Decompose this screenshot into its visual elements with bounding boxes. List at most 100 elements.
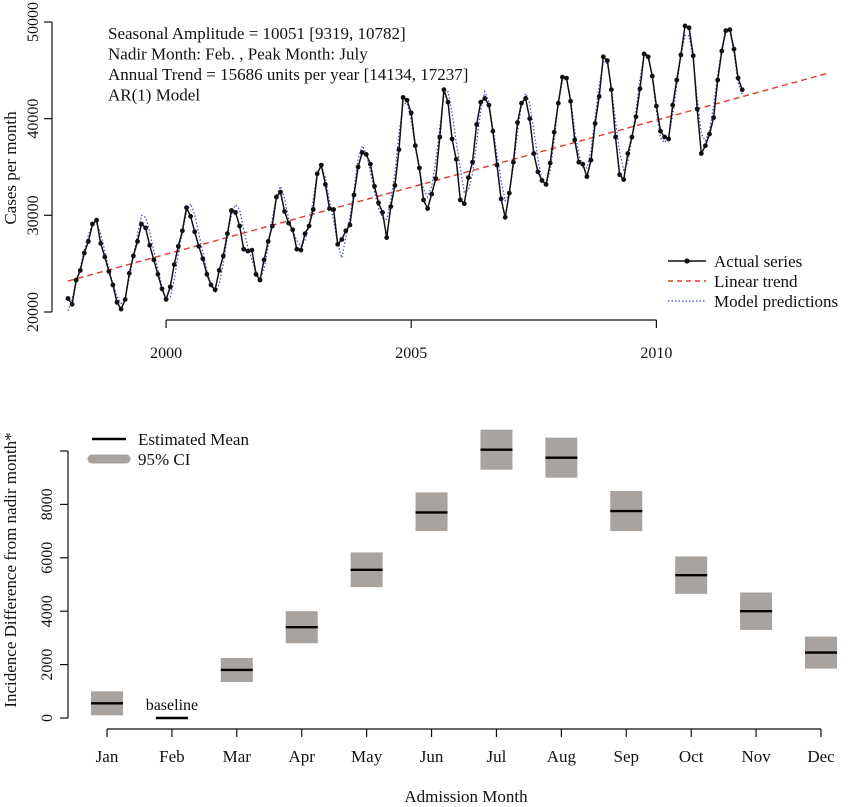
actual-series-point: [682, 23, 688, 29]
actual-series-point: [388, 204, 394, 210]
actual-series-point: [543, 182, 549, 187]
actual-series-point: [90, 221, 95, 227]
top-x-axis: 2000 2005 2010: [150, 319, 672, 362]
actual-series-point: [212, 287, 218, 293]
actual-series-point: [184, 205, 189, 211]
actual-series-point: [433, 176, 439, 182]
actual-series-point: [155, 271, 161, 277]
actual-series-point: [523, 96, 528, 101]
actual-series-point: [674, 77, 680, 83]
actual-series-point: [363, 152, 369, 157]
actual-series-point: [114, 299, 120, 305]
actual-series-point: [204, 271, 210, 277]
actual-series-point: [527, 116, 533, 122]
actual-series-point: [249, 247, 255, 253]
actual-series-point: [645, 54, 651, 60]
actual-series-point: [568, 98, 573, 104]
x-tick-label-sep: Sep: [614, 747, 640, 766]
actual-series-point: [294, 246, 300, 252]
actual-series-point: [498, 196, 504, 202]
actual-series-point: [666, 136, 671, 142]
bottom-x-axis-label: Admission Month: [404, 787, 528, 806]
actual-series-point: [490, 128, 496, 134]
actual-series-point: [163, 297, 169, 302]
actual-series-point: [629, 134, 635, 140]
actual-series-point: [588, 157, 594, 163]
actual-series-point: [731, 46, 737, 52]
actual-series-point: [98, 241, 104, 246]
actual-series-point: [633, 114, 639, 120]
actual-series-point: [592, 121, 598, 126]
actual-series-point: [339, 237, 345, 242]
x-tick-label-may: May: [351, 747, 383, 766]
actual-series-point: [314, 171, 320, 177]
actual-series-point: [735, 75, 741, 81]
y-tick-label: 50000: [25, 2, 42, 42]
linear-trend-line: [67, 72, 829, 282]
actual-series-point: [253, 271, 259, 277]
actual-series-point: [564, 75, 569, 81]
actual-series-point: [180, 228, 185, 234]
actual-series-point: [122, 297, 128, 302]
x-tick-label-aug: Aug: [547, 747, 577, 766]
x-tick-label-jan: Jan: [96, 747, 119, 766]
actual-series-point: [175, 243, 181, 249]
actual-series-point: [649, 73, 655, 79]
bottom-y-axis-label: Incidence Difference from nadir month*: [1, 432, 20, 707]
actual-series-point: [617, 172, 622, 178]
actual-series-point: [551, 129, 557, 135]
actual-series-point: [278, 189, 283, 195]
actual-series-point: [457, 197, 463, 203]
actual-series-point: [380, 210, 385, 215]
actual-series-point: [425, 206, 430, 212]
x-tick-label-nov: Nov: [741, 747, 771, 766]
legend-label: Actual series: [714, 252, 802, 271]
actual-series-point: [408, 110, 414, 116]
actual-series-point: [135, 239, 140, 244]
actual-series-point: [110, 282, 116, 288]
actual-series-point: [151, 257, 157, 263]
actual-series-point: [245, 248, 251, 254]
actual-series-point: [241, 246, 247, 252]
top-series: [65, 23, 829, 312]
actual-series-point: [200, 256, 206, 262]
actual-series-point: [384, 235, 390, 241]
actual-series-point: [286, 220, 291, 226]
actual-series-point: [220, 253, 226, 259]
actual-series-point: [506, 190, 512, 196]
actual-series-point: [290, 227, 296, 233]
actual-series-point: [698, 151, 704, 156]
actual-series-point: [445, 99, 451, 105]
actual-series-point: [77, 268, 83, 273]
top-y-axis: 20000 30000 40000 50000: [25, 2, 53, 332]
actual-series-point: [73, 277, 79, 283]
actual-series-point: [555, 100, 561, 106]
actual-series-point: [421, 197, 426, 203]
actual-series-point: [596, 94, 602, 99]
actual-series-point: [192, 229, 198, 235]
actual-series-point: [535, 169, 541, 175]
actual-series-point: [216, 268, 222, 273]
actual-series-point: [139, 221, 144, 227]
actual-series-point: [318, 162, 324, 168]
annotation-line-2: Nadir Month: Feb. , Peak Month: July: [108, 45, 368, 64]
y-tick-label: 30000: [25, 195, 42, 235]
actual-series-point: [392, 183, 398, 188]
actual-series-point: [359, 150, 365, 155]
actual-series-point: [208, 282, 214, 288]
actual-series-point: [739, 87, 745, 93]
baseline-label: baseline: [146, 697, 198, 714]
annotation-line-1: Seasonal Amplitude = 10051 [9319, 10782]: [108, 24, 406, 43]
time-series-panel: Cases per month Seasonal Amplitude = 100…: [1, 2, 838, 362]
legend-label: Model predictions: [714, 292, 838, 311]
actual-series-point: [519, 100, 524, 106]
top-y-axis-label: Cases per month: [1, 111, 20, 225]
actual-series-point: [225, 231, 230, 237]
y-tick-label: 6000: [39, 542, 56, 574]
actual-series-point: [707, 131, 712, 137]
actual-series-point: [196, 243, 202, 249]
actual-series-point: [453, 156, 459, 162]
legend-label: Estimated Mean: [138, 430, 249, 449]
